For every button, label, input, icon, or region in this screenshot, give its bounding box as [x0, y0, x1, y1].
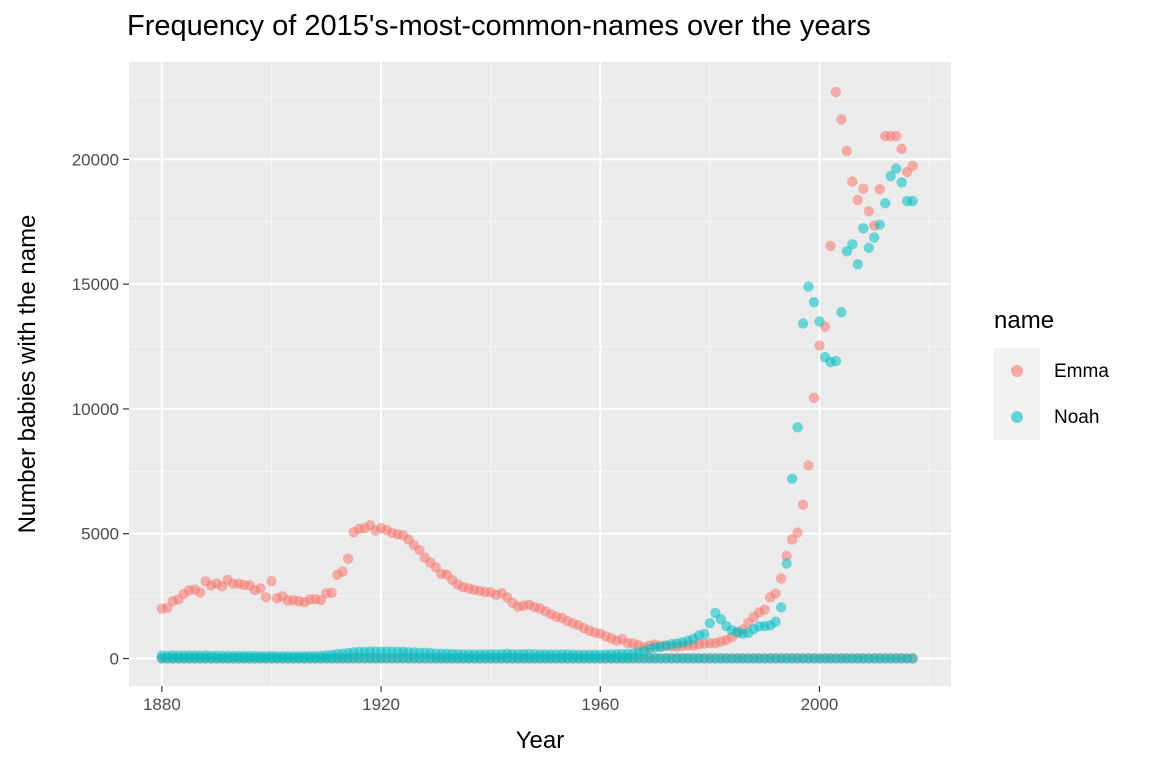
data-point-noah [808, 297, 820, 308]
legend-title: name [994, 307, 1055, 334]
x-tick-label: 1960 [581, 695, 619, 714]
data-point-noah [858, 223, 869, 234]
legend-label-emma: Emma [1054, 361, 1109, 382]
data-point-emma [836, 114, 847, 125]
data-point-emma [852, 194, 864, 206]
plot-panel [129, 62, 951, 686]
y-tick-label: 15000 [72, 275, 119, 294]
data-point-emma [797, 499, 809, 510]
legend-label-noah: Noah [1054, 407, 1100, 428]
data-point-noah [869, 232, 880, 243]
data-point-noah [715, 613, 727, 625]
data-point-noah [797, 318, 809, 329]
data-point-emma [847, 176, 858, 187]
data-point-emma [863, 205, 874, 217]
data-point-emma [414, 544, 425, 556]
data-point-emma [830, 86, 842, 98]
legend-dot-emma-icon [1011, 365, 1023, 377]
data-point-emma [891, 130, 902, 142]
data-point-noah [885, 170, 896, 182]
legend-key-emma [994, 348, 1040, 394]
data-point-emma [266, 575, 277, 587]
data-point-noah [896, 177, 907, 188]
data-point-emma [874, 184, 885, 195]
data-point-noah [836, 306, 847, 318]
y-tick-label: 10000 [72, 400, 119, 419]
data-point-emma [825, 240, 836, 252]
data-point-emma [343, 553, 354, 564]
y-tick-label: 20000 [72, 150, 119, 169]
data-point-emma [260, 592, 272, 603]
x-tick-label: 1920 [362, 695, 400, 714]
data-point-noah [874, 219, 885, 230]
data-point-noah [699, 628, 710, 640]
data-point-emma [326, 587, 337, 599]
data-point-noah [880, 198, 891, 209]
data-point-noah [863, 242, 874, 253]
data-point-emma [255, 583, 266, 594]
data-point-noah [803, 281, 814, 292]
y-tick-label: 0 [110, 650, 119, 669]
data-point-emma [337, 566, 348, 577]
data-point-emma [770, 588, 781, 599]
data-point-emma [808, 392, 820, 404]
y-axis-title: Number babies with the name [14, 215, 41, 534]
data-point-noah [792, 422, 803, 433]
y-tick-label: 5000 [81, 525, 119, 544]
data-point-noah [891, 163, 902, 174]
data-point-emma [792, 527, 803, 538]
data-point-emma [907, 160, 918, 172]
data-point-noah [781, 558, 792, 569]
data-point-emma [315, 594, 326, 606]
x-tick-label: 1880 [143, 695, 181, 714]
data-point-noah [704, 617, 716, 629]
data-point-noah [830, 355, 842, 367]
data-point-noah [770, 616, 781, 627]
legend-dot-noah-icon [1011, 411, 1023, 423]
chart-title: Frequency of 2015's-most-common-names ov… [127, 10, 871, 42]
legend-key-noah [994, 394, 1040, 440]
data-point-emma [803, 460, 814, 471]
x-tick-label: 2000 [801, 695, 839, 714]
data-point-emma [195, 587, 206, 598]
data-point-noah [852, 259, 864, 270]
data-point-emma [814, 340, 825, 351]
data-point-noah [814, 316, 825, 327]
data-point-noah [786, 473, 798, 484]
data-point-emma [775, 573, 787, 584]
data-point-emma [781, 550, 792, 562]
data-point-emma [841, 145, 853, 157]
data-point-noah [907, 195, 918, 207]
data-point-emma [896, 143, 907, 155]
data-point-emma [858, 183, 869, 195]
data-point-noah [847, 239, 858, 250]
data-point-noah [775, 602, 787, 613]
data-point-noah [907, 653, 918, 664]
data-point-emma [759, 604, 770, 615]
x-axis-title: Year [516, 727, 565, 754]
